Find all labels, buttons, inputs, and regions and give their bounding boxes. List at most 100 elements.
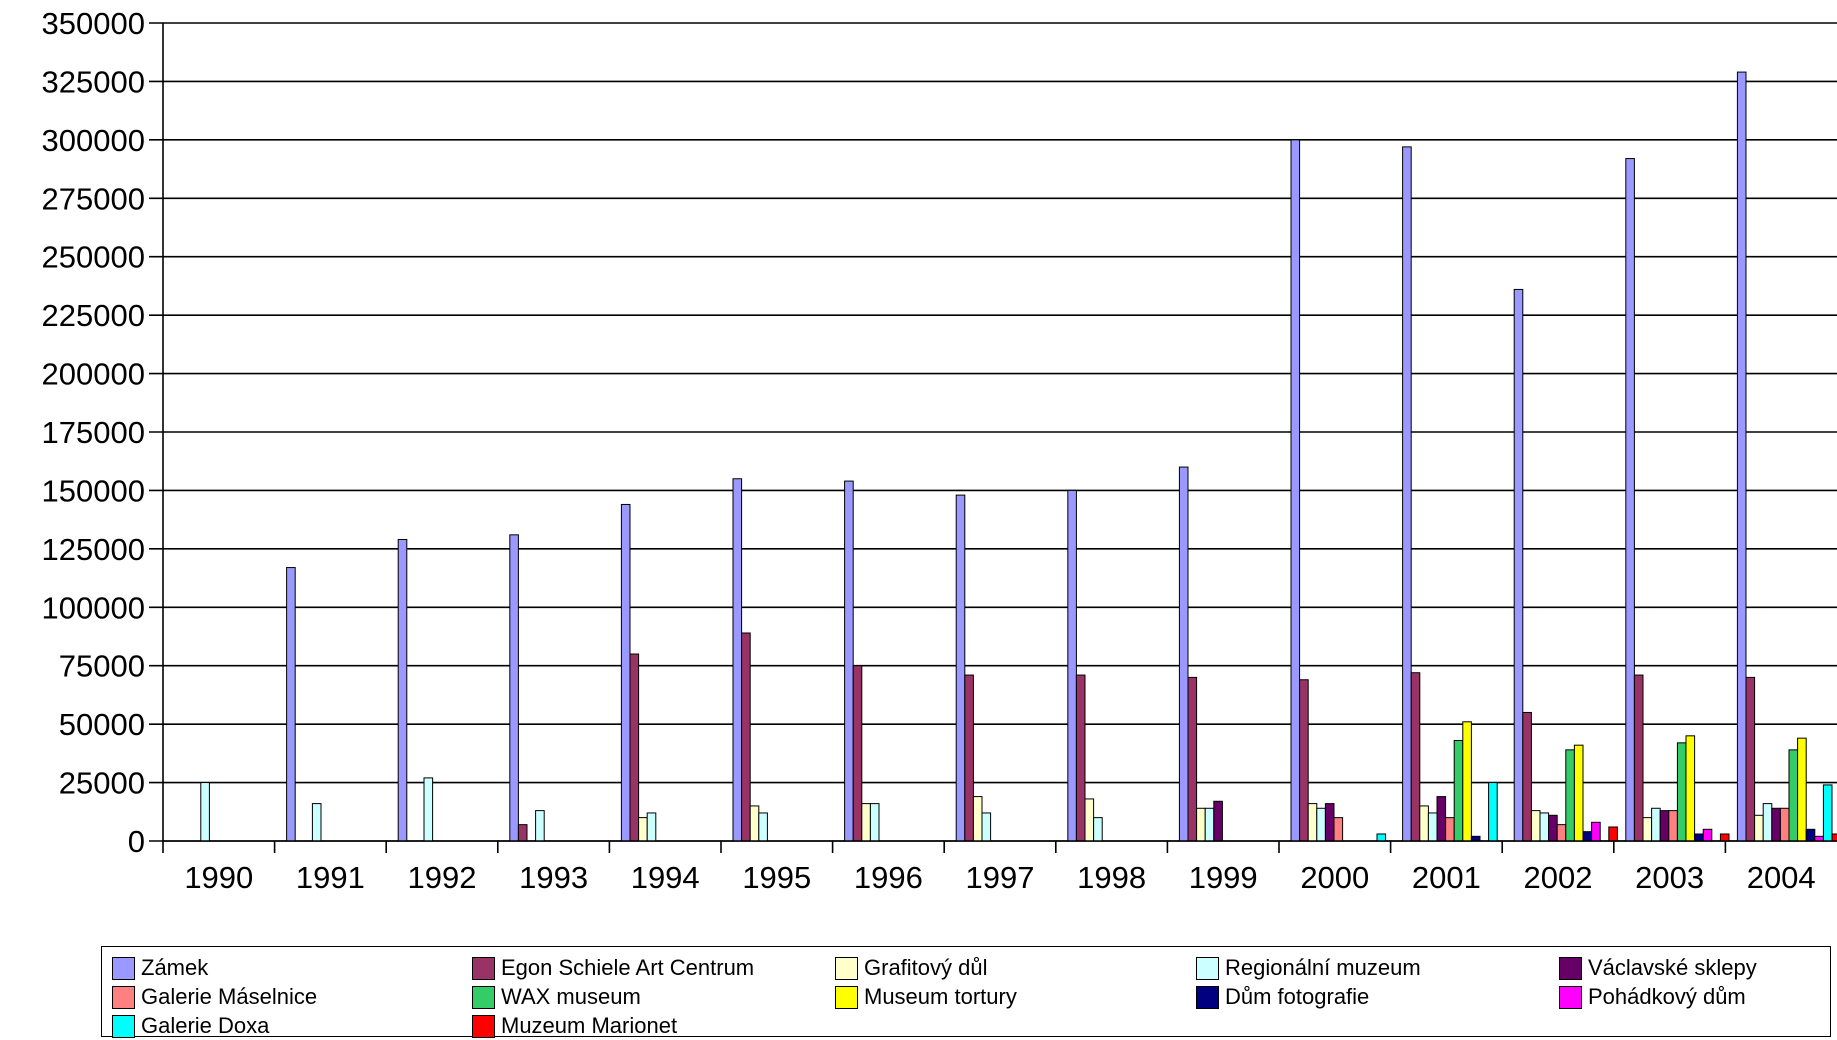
legend-swatch: [472, 985, 495, 1009]
legend-swatch: [112, 956, 135, 980]
bar: [646, 812, 657, 842]
bar: [1213, 800, 1223, 842]
bar: [1427, 812, 1438, 842]
legend-item: Dům fotografie: [1196, 983, 1369, 1011]
bar: [1436, 796, 1447, 842]
bar: [1779, 807, 1790, 842]
legend-swatch: [472, 956, 495, 980]
legend-item: Muzeum Marionet: [472, 1012, 677, 1040]
bar: [758, 812, 768, 842]
legend-item: Regionální muzeum: [1196, 954, 1421, 982]
bar: [1376, 833, 1387, 842]
y-tick-label: 300000: [42, 123, 145, 158]
bar: [1719, 833, 1730, 842]
y-tick-label: 275000: [42, 181, 145, 216]
bar: [1075, 674, 1086, 842]
x-axis-ticks: 1990 1991 1992 1993 1994 1995 1996 1997 1998 1999…: [184, 860, 1815, 895]
x-tick-label: 1994: [631, 860, 700, 895]
bar: [1702, 828, 1713, 842]
legend-label: Zámek: [141, 955, 209, 980]
bar: [1204, 807, 1215, 842]
legend-label: Galerie Máselnice: [141, 984, 318, 1009]
legend-swatch: [1559, 956, 1582, 980]
bar: [955, 494, 966, 842]
bar: [1453, 740, 1464, 842]
bar: [1659, 810, 1670, 842]
bar: [1530, 810, 1541, 842]
bar: [1745, 676, 1756, 842]
bar: [852, 665, 863, 842]
bar: [1736, 71, 1747, 842]
legend-item: Grafitový důl: [835, 954, 988, 982]
legend-label: Pohádkový dům: [1588, 984, 1746, 1009]
gridlines: [149, 22, 1837, 842]
bar: [1582, 831, 1593, 842]
bar: [1642, 817, 1653, 842]
legend-item: Galerie Doxa: [112, 1012, 269, 1040]
bar: [1608, 826, 1618, 842]
x-tick-label: 1998: [1077, 860, 1146, 895]
bar: [741, 632, 751, 842]
y-tick-label: 25000: [59, 766, 145, 801]
bar: [1573, 744, 1584, 842]
x-tick-label: 2003: [1635, 860, 1704, 895]
bar: [964, 674, 974, 842]
x-tick-label: 2001: [1412, 860, 1481, 895]
bar: [1513, 288, 1524, 842]
legend-item: Pohádkový dům: [1559, 983, 1746, 1011]
bar: [200, 782, 210, 842]
x-tick-label: 1995: [742, 860, 811, 895]
bar: [629, 653, 640, 842]
legend-swatch: [1196, 956, 1219, 980]
legend-item: Museum tortury: [835, 983, 1017, 1011]
bar: [1445, 817, 1455, 842]
x-tick-label: 1996: [854, 860, 923, 895]
bar: [1754, 814, 1764, 842]
bar: [1771, 807, 1781, 842]
bar: [638, 817, 648, 842]
y-axis-ticks: 0 25000 50000 75000 100000 125000 150000 175000…: [42, 6, 145, 859]
bar: [1625, 158, 1635, 842]
bar: [732, 478, 743, 842]
legend-swatch: [472, 1014, 495, 1038]
y-tick-label: 150000: [42, 473, 145, 508]
y-tick-label: 225000: [42, 298, 145, 333]
legend-label: Václavské sklepy: [1588, 955, 1757, 980]
legend-swatch: [835, 956, 858, 980]
bar: [861, 803, 871, 842]
y-tick-label: 50000: [59, 707, 145, 742]
bar: [1668, 810, 1678, 842]
bar: [1196, 807, 1206, 842]
legend-item: Galerie Máselnice: [112, 983, 317, 1011]
bar: [535, 810, 545, 842]
legend-label: Dům fotografie: [1225, 984, 1370, 1009]
bar: [869, 803, 880, 842]
bar: [1402, 146, 1412, 842]
bar: [1178, 466, 1189, 842]
x-tick-label: 2000: [1300, 860, 1369, 895]
bar: [1067, 489, 1077, 842]
bar: [1676, 742, 1687, 842]
x-tick-label: 1997: [966, 860, 1035, 895]
x-tick-label: 1990: [184, 860, 253, 895]
bar: [517, 824, 528, 842]
chart: 0 25000 50000 75000 100000 125000 150000 175000…: [42, 6, 1837, 895]
bar: [509, 534, 519, 842]
legend-item: WAX museum: [472, 983, 641, 1011]
bar: [397, 539, 408, 842]
legend-item: Zámek: [112, 954, 208, 982]
x-tick-label: 1993: [519, 860, 588, 895]
bar: [1548, 814, 1558, 842]
bar: [1307, 803, 1318, 842]
bar: [1324, 803, 1335, 842]
bar: [1822, 784, 1833, 842]
bar: [1299, 679, 1309, 842]
legend-swatch: [1196, 985, 1219, 1009]
y-tick-label: 75000: [59, 649, 145, 684]
x-tick-label: 1999: [1189, 860, 1258, 895]
bar: [1762, 803, 1773, 842]
legend-swatch: [112, 1014, 135, 1038]
legend-swatch: [112, 985, 135, 1009]
bar: [1685, 735, 1696, 842]
bar: [1419, 805, 1429, 842]
